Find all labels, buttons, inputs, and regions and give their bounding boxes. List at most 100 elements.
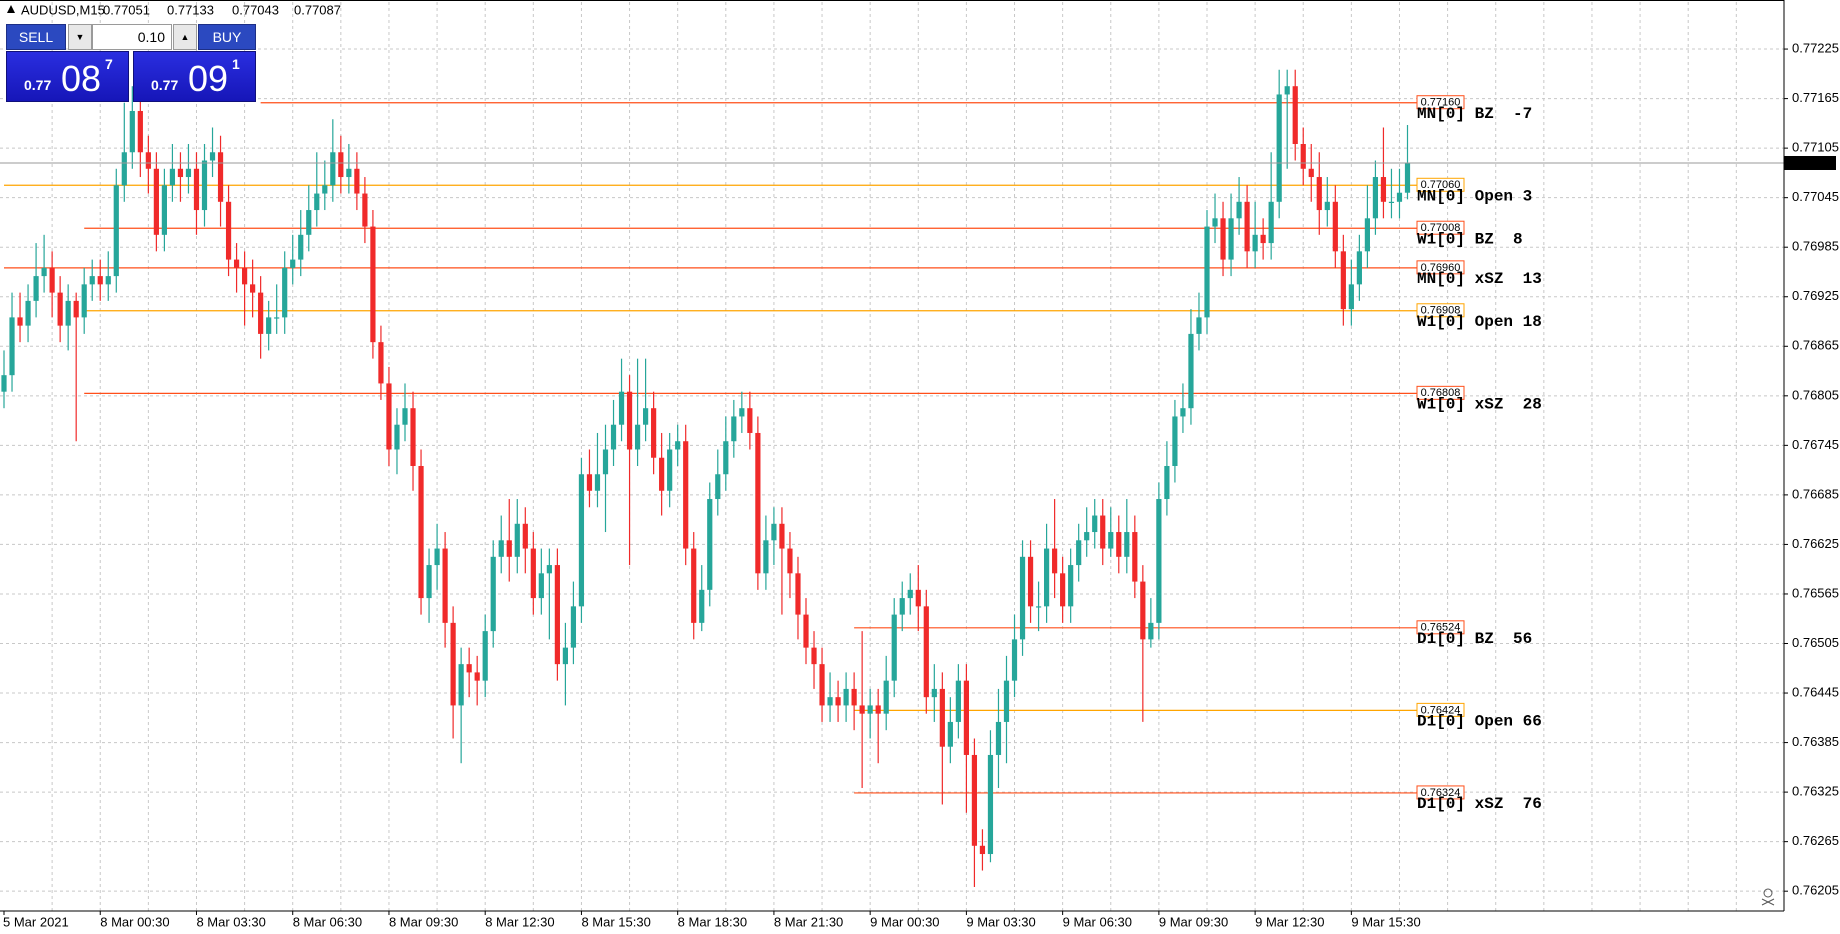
level-price-box xyxy=(1416,702,1465,717)
candle-body xyxy=(161,185,167,235)
candle-body xyxy=(1068,565,1074,607)
candle-body xyxy=(1404,162,1411,193)
candle-body xyxy=(1204,226,1210,318)
level-price-box xyxy=(1416,385,1465,400)
candle-body xyxy=(282,267,288,318)
x-tick-label: 9 Mar 06:30 xyxy=(1063,914,1132,929)
candle-body xyxy=(1035,606,1042,608)
candle-body xyxy=(274,317,280,319)
candle-body xyxy=(1212,218,1218,227)
candle-body xyxy=(442,548,448,623)
candle-body xyxy=(1196,317,1202,334)
level-price-box xyxy=(1416,303,1465,318)
candle-body xyxy=(634,424,641,450)
collapse-arrow[interactable] xyxy=(7,5,15,13)
candle-body xyxy=(554,565,560,665)
y-tick-label: 0.76505 xyxy=(1792,635,1839,650)
buy-button[interactable]: BUY xyxy=(198,24,256,50)
candle-body xyxy=(233,259,240,268)
level-price: 0.77160 xyxy=(1421,97,1461,109)
candle-body xyxy=(1244,201,1250,252)
volume-input[interactable]: 0.10 xyxy=(92,24,172,50)
candle-body xyxy=(1252,234,1258,252)
y-tick-label: 0.77165 xyxy=(1792,90,1839,105)
candle-body xyxy=(570,606,577,648)
candle-body xyxy=(1172,416,1178,466)
candle-body xyxy=(298,234,304,260)
candle-body xyxy=(1340,251,1346,310)
sell-price-pips: 08 xyxy=(61,58,102,99)
candle-body xyxy=(506,540,512,557)
candle-body xyxy=(963,680,969,755)
buy-price[interactable]: 0.77 09 1 xyxy=(133,51,256,102)
candle-body xyxy=(859,705,865,714)
level-price: 0.76424 xyxy=(1421,704,1461,716)
candle-body xyxy=(843,688,849,706)
candle-body xyxy=(1396,192,1403,202)
level-price: 0.76808 xyxy=(1421,387,1461,399)
candle-body xyxy=(1228,218,1234,260)
y-tick-label: 0.76985 xyxy=(1792,239,1839,254)
candle-body xyxy=(1380,177,1387,202)
candle-body xyxy=(530,548,536,599)
candle-body xyxy=(1060,573,1066,607)
candle-body xyxy=(755,432,761,574)
level-label: W1[0] Open 18 xyxy=(1417,313,1542,331)
sell-price[interactable]: 0.77 08 7 xyxy=(6,51,129,102)
sell-price-point: 7 xyxy=(105,56,113,72)
x-tick-label: 9 Mar 00:30 xyxy=(870,914,939,929)
y-tick-label: 0.76385 xyxy=(1792,734,1839,749)
candle-body xyxy=(378,342,384,384)
candle-body xyxy=(763,540,769,574)
candle-body xyxy=(1308,168,1314,178)
level-price: 0.77008 xyxy=(1421,222,1461,234)
candle-body xyxy=(947,721,953,747)
bar-open: 0.77051 xyxy=(103,2,150,17)
candle-body xyxy=(1052,548,1058,574)
candle-body xyxy=(1188,333,1194,409)
y-tick-label: 0.76745 xyxy=(1792,437,1839,452)
candle-body xyxy=(1116,532,1122,557)
candle-body xyxy=(153,168,159,235)
candle-body xyxy=(610,424,617,450)
sell-button[interactable]: SELL xyxy=(6,24,66,50)
x-tick-label: 8 Mar 21:30 xyxy=(774,914,843,929)
candle-body xyxy=(971,754,978,846)
candle-body xyxy=(659,457,665,491)
bar-high: 0.77133 xyxy=(167,2,214,17)
level-label: D1[0] xSZ 76 xyxy=(1417,795,1542,813)
candle-body xyxy=(193,168,200,211)
candle-body xyxy=(891,614,897,681)
x-tick-label: 8 Mar 15:30 xyxy=(581,914,650,929)
y-tick-label: 0.77105 xyxy=(1792,140,1839,155)
level-label: W1[0] xSZ 28 xyxy=(1417,396,1542,414)
volume-down[interactable]: ▼ xyxy=(68,24,92,50)
level-price-box xyxy=(1416,620,1465,635)
y-tick-label: 0.76205 xyxy=(1792,883,1839,898)
candle-body xyxy=(1348,284,1354,310)
candle-body xyxy=(883,680,889,714)
level-label: W1[0] BZ 8 xyxy=(1417,230,1523,248)
candle-body xyxy=(915,589,921,607)
candle-body xyxy=(1124,532,1130,557)
candle-body xyxy=(73,300,79,318)
candle-body xyxy=(1076,540,1082,566)
candle-body xyxy=(97,276,103,285)
candle-body xyxy=(747,408,753,433)
candle-body xyxy=(338,152,344,178)
candle-body xyxy=(683,441,689,549)
candle-body xyxy=(1372,177,1379,219)
candle-body xyxy=(1011,639,1018,681)
candle-body xyxy=(739,408,745,417)
expert-icon xyxy=(1761,888,1775,906)
level-label: MN[0] Open 3 xyxy=(1417,188,1532,206)
x-tick-label: 9 Mar 15:30 xyxy=(1351,914,1420,929)
x-tick-label: 8 Mar 12:30 xyxy=(485,914,554,929)
candle-body xyxy=(538,573,544,599)
candle-body xyxy=(41,267,47,277)
volume-up[interactable]: ▲ xyxy=(173,24,197,50)
y-tick-label: 0.76445 xyxy=(1792,684,1839,699)
candle-body xyxy=(105,276,111,285)
level-price-box xyxy=(1416,260,1465,275)
